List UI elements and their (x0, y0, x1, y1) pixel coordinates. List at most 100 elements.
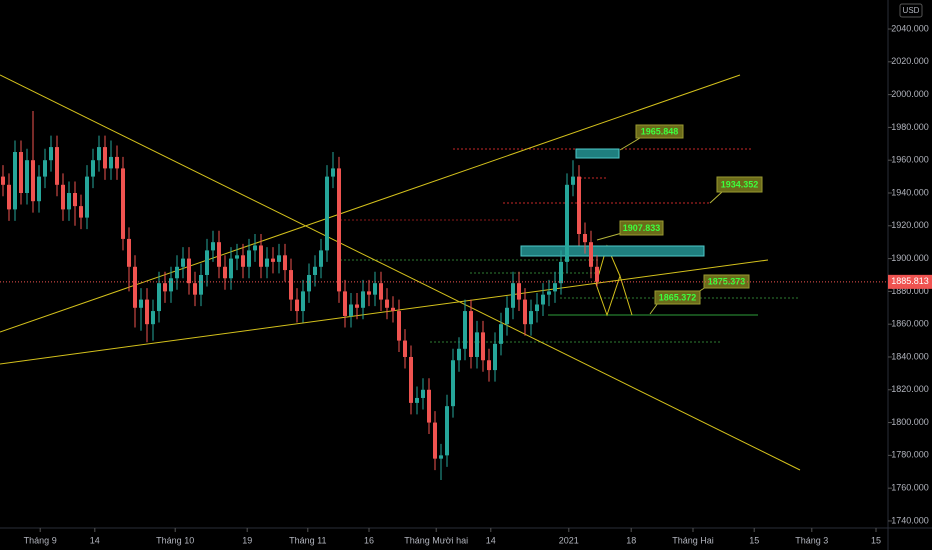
candle-body (199, 274, 203, 295)
annotation-box (654, 290, 701, 305)
annotation-box (635, 124, 684, 139)
candle-body (451, 360, 455, 407)
candle-body (61, 184, 65, 210)
candle-body (517, 283, 521, 300)
annotation: 1965.848 (641, 126, 679, 136)
x-tick-label: Tháng 9 (24, 535, 57, 545)
candle-body (439, 455, 443, 459)
annotation-box (619, 220, 664, 236)
candle-body (565, 184, 569, 262)
candle-body (193, 283, 197, 295)
candle-body (217, 242, 221, 267)
y-tick-label: 1940.000 (891, 187, 929, 197)
x-tick-label: 15 (871, 535, 881, 545)
leader (619, 137, 641, 151)
candle-body (319, 250, 323, 267)
annotation: 1865.372 (659, 292, 697, 302)
candle-body (109, 156, 113, 169)
annotation: 1934.352 (721, 179, 759, 189)
zone (520, 245, 705, 257)
candle-body (49, 147, 53, 161)
candle-body (121, 168, 125, 239)
candle-body (493, 343, 497, 371)
y-tick-label: 1900.000 (891, 253, 929, 263)
candle-body (301, 291, 305, 312)
candle-body (571, 176, 575, 185)
candle-body (169, 278, 173, 292)
x-tick-label: Tháng 3 (795, 535, 828, 545)
x-tick-label: 15 (749, 535, 759, 545)
candle-body (175, 266, 179, 279)
candle-body (553, 283, 557, 292)
candle-body (325, 176, 329, 251)
candle-body (343, 291, 347, 316)
candle-body (55, 147, 59, 185)
candle-body (259, 245, 263, 267)
x-tick-label: 14 (90, 535, 100, 545)
projection (595, 274, 633, 317)
leader (649, 302, 659, 315)
candle-body (67, 192, 71, 210)
candle-body (331, 168, 335, 177)
candle-body (37, 176, 41, 202)
candle-body (397, 311, 401, 341)
candle-body (145, 299, 149, 325)
y-tick-label: 1920.000 (891, 220, 929, 230)
candle-body (247, 250, 251, 267)
candle-body (307, 274, 311, 292)
candle-body (127, 238, 131, 267)
candle-body (349, 304, 353, 316)
y-tick-label: 2020.000 (891, 56, 929, 66)
candle-body (559, 261, 563, 284)
leader (709, 191, 723, 204)
candle-body (235, 255, 239, 259)
y-tick-label: 1840.000 (891, 351, 929, 361)
candle-body (187, 258, 191, 284)
candle-body (115, 156, 119, 169)
candle-body (97, 147, 101, 161)
candle-body (427, 389, 431, 423)
currency-box[interactable] (899, 3, 923, 18)
y-tick-label: 2000.000 (891, 89, 929, 99)
x-tick-label: Tháng 11 (289, 535, 326, 545)
candle-body (547, 291, 551, 295)
candle-body (73, 192, 77, 207)
candle-body (481, 332, 485, 361)
zone (575, 148, 620, 159)
candle-body (511, 283, 515, 308)
candle-body (535, 304, 539, 312)
candle-body (1, 176, 5, 185)
candle-body (139, 299, 143, 308)
candle-body (595, 266, 599, 282)
candle-body (373, 283, 377, 295)
candle-body (265, 258, 269, 267)
candle-body (205, 250, 209, 275)
candle-body (361, 291, 365, 308)
candle-body (541, 294, 545, 305)
candle-body (223, 266, 227, 279)
candle-body (415, 397, 419, 403)
candle-body (13, 152, 17, 210)
candle-body (367, 291, 371, 295)
candle-body (391, 307, 395, 312)
candle-body (499, 324, 503, 344)
candle-body (463, 311, 467, 349)
candle-body (151, 311, 155, 325)
candle-body (469, 311, 473, 357)
x-tick-label: 19 (242, 535, 252, 545)
trend-line (0, 259, 769, 365)
candle-body (157, 283, 161, 312)
annotation-box (716, 176, 763, 193)
candle-body (241, 255, 245, 267)
candle-body (403, 340, 407, 357)
last-price-box (888, 274, 932, 289)
candle-body (283, 255, 287, 271)
y-tick-label: 1960.000 (891, 155, 929, 165)
candle-body (505, 307, 509, 325)
candle-body (487, 360, 491, 371)
y-tick-label: 1860.000 (891, 319, 929, 329)
y-tick-label: 1800.000 (891, 417, 929, 427)
candle-body (25, 160, 29, 193)
